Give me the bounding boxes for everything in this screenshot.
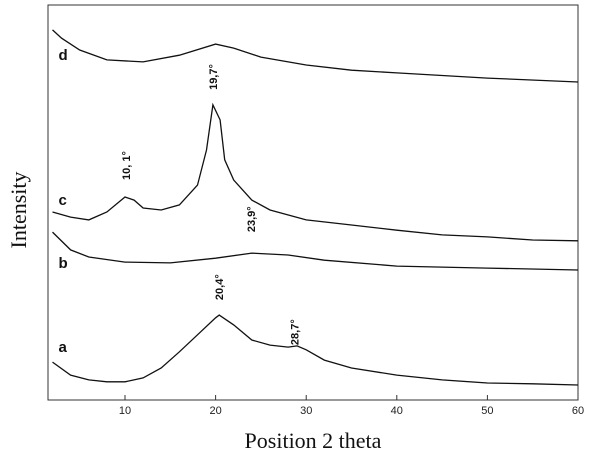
y-axis-title: Intensity [6,172,31,249]
series-line [52,314,579,386]
x-tick-label: 20 [209,405,221,417]
peak-annotation: 23,9° [246,206,258,232]
series-label: a [59,339,68,356]
series-label: d [59,47,68,64]
x-tick-label: 50 [481,405,493,417]
series-label: b [59,255,68,272]
series-line [52,231,579,271]
x-axis-title: Position 2 theta [245,428,382,453]
x-tick-label: 10 [119,405,131,417]
series-line [52,29,579,83]
plot-frame [47,4,579,401]
peak-annotation: 19,7° [208,64,220,90]
x-tick-label: 30 [300,405,312,417]
series-label: c [59,192,67,209]
peak-annotation: 20,4° [214,274,226,300]
peak-annotation: 28,7° [289,319,301,345]
x-tick-label: 40 [391,405,403,417]
x-tick-label: 60 [572,405,584,417]
peak-annotation: 10, 1° [121,151,133,180]
series-line [52,102,579,242]
